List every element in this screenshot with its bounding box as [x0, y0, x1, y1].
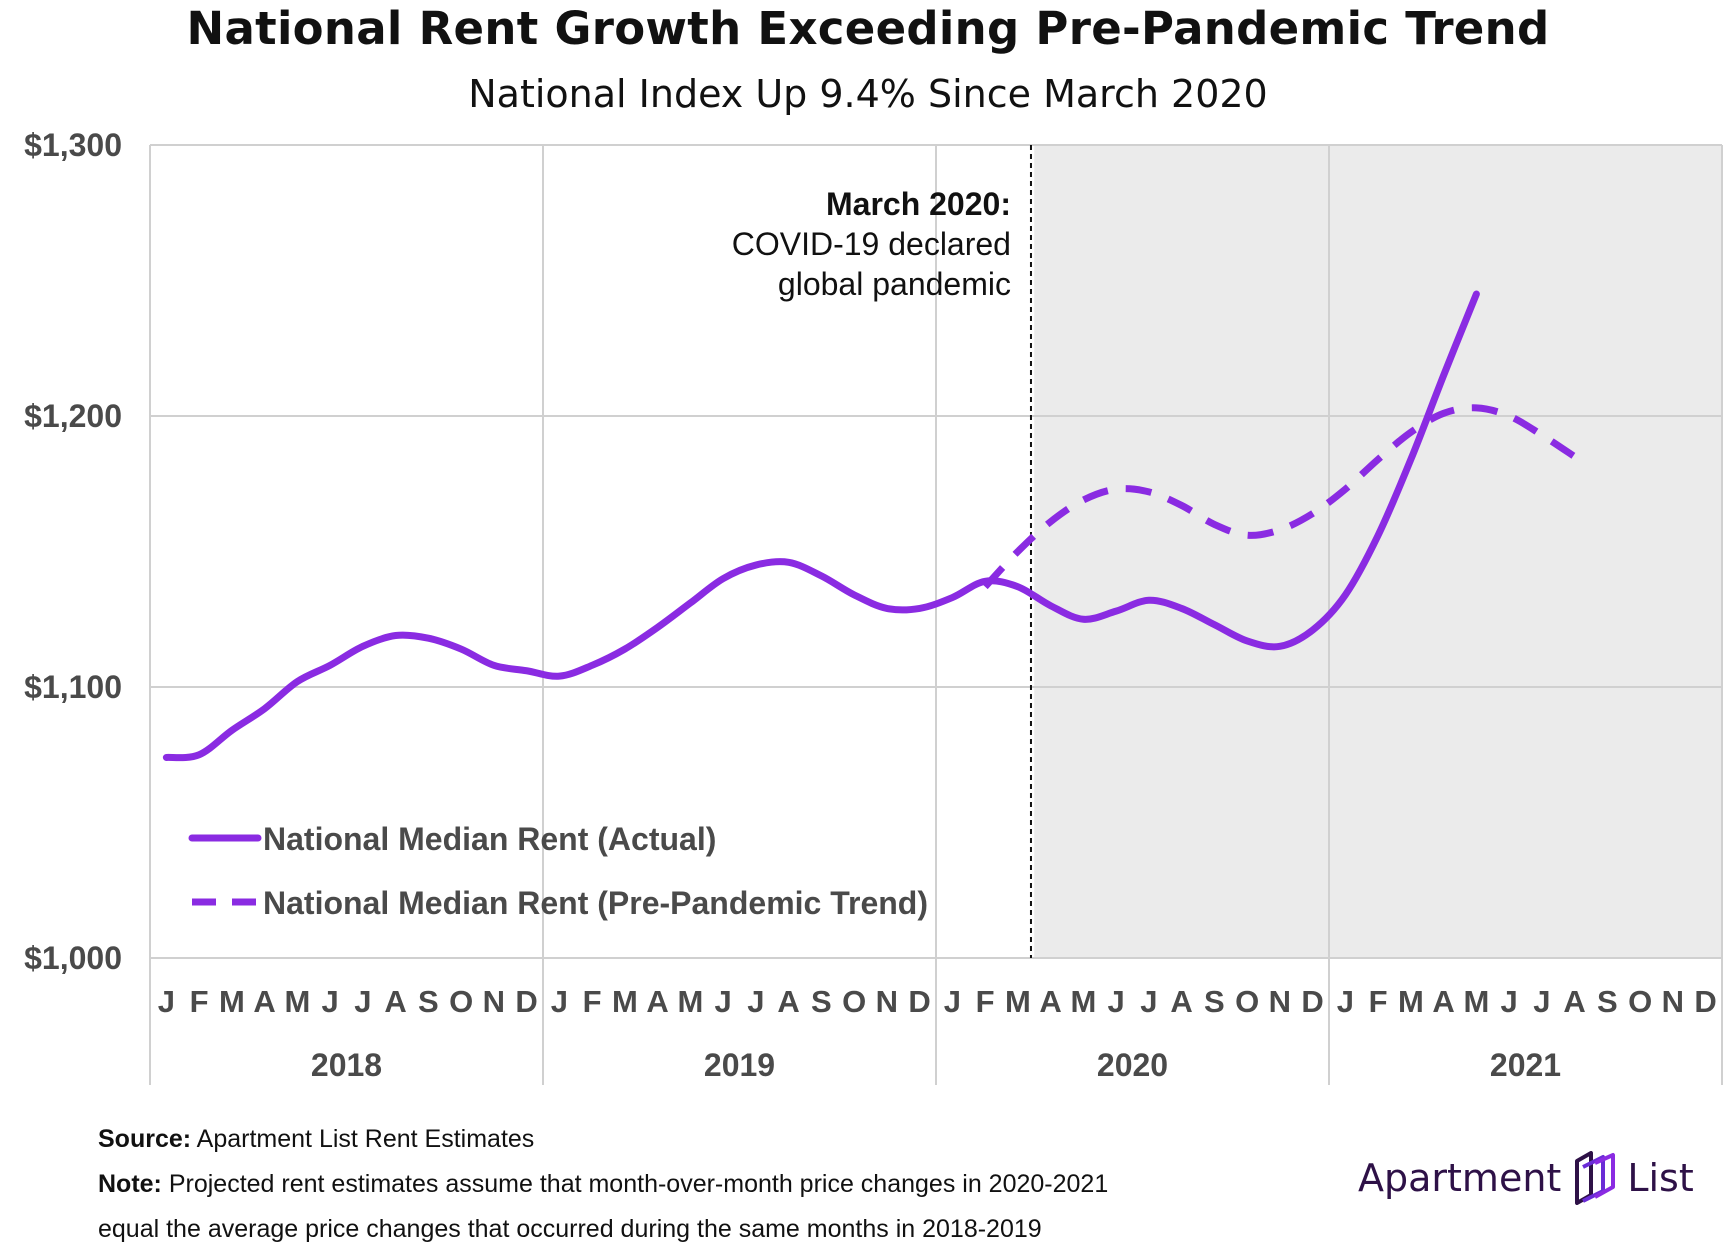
x-month-label: D — [1694, 984, 1716, 1019]
x-month-label: J — [158, 984, 175, 1019]
x-month-label: M — [284, 984, 310, 1019]
chart-title: National Rent Growth Exceeding Pre-Pande… — [186, 2, 1550, 55]
source-text: Apartment List Rent Estimates — [196, 1125, 535, 1153]
x-month-label: D — [515, 984, 537, 1019]
series-line-trend — [982, 404, 1577, 590]
x-month-label: M — [1463, 984, 1489, 1019]
source-label: Source: — [98, 1125, 192, 1153]
x-month-label: A — [1432, 984, 1454, 1019]
x-month-label: M — [219, 984, 245, 1019]
x-month-label: F — [1369, 984, 1388, 1019]
source-line: Source: Apartment List Rent Estimates — [98, 1125, 534, 1154]
x-month-label: J — [322, 984, 339, 1019]
annotation-line-2: global pandemic — [778, 266, 1011, 302]
x-month-label: O — [449, 984, 473, 1019]
x-month-label: D — [1301, 984, 1323, 1019]
x-month-label: J — [747, 984, 764, 1019]
x-month-label: N — [1269, 984, 1291, 1019]
x-year-label: 2020 — [1097, 1047, 1168, 1083]
x-month-label: J — [715, 984, 732, 1019]
x-month-label: J — [1501, 984, 1518, 1019]
y-tick-label: $1,200 — [24, 398, 122, 434]
note-line-2: equal the average price changes that occ… — [98, 1215, 1042, 1243]
x-month-label: A — [384, 984, 406, 1019]
x-month-label: S — [418, 984, 439, 1019]
annotation-line-1: COVID-19 declared — [732, 226, 1011, 262]
x-month-label: J — [354, 984, 371, 1019]
x-month-label: D — [908, 984, 930, 1019]
legend-label-trend: National Median Rent (Pre-Pandemic Trend… — [263, 885, 928, 921]
apartment-list-logo-icon — [1575, 1151, 1616, 1205]
x-month-label: J — [551, 984, 568, 1019]
x-month-label: J — [944, 984, 961, 1019]
x-month-label: A — [1563, 984, 1585, 1019]
x-month-label: A — [1170, 984, 1192, 1019]
x-month-label: F — [583, 984, 602, 1019]
logo-text-list: List — [1627, 1156, 1694, 1200]
x-month-label: O — [842, 984, 866, 1019]
x-month-label: S — [811, 984, 832, 1019]
x-year-label: 2021 — [1490, 1047, 1561, 1083]
note-label: Note: — [98, 1170, 162, 1198]
chart-subtitle: National Index Up 9.4% Since March 2020 — [468, 72, 1268, 116]
x-month-label: A — [646, 984, 668, 1019]
x-month-label: O — [1235, 984, 1259, 1019]
series-line-actual — [162, 290, 1480, 762]
x-month-label: N — [1662, 984, 1684, 1019]
legend-label-actual: National Median Rent (Actual) — [263, 821, 716, 857]
apartment-list-logo: Apartment List — [1358, 1150, 1694, 1206]
annotation-title: March 2020: — [826, 186, 1011, 222]
x-year-label: 2018 — [311, 1047, 382, 1083]
x-month-label: S — [1597, 984, 1618, 1019]
x-month-label: F — [190, 984, 209, 1019]
x-month-label: M — [612, 984, 638, 1019]
x-month-label: A — [777, 984, 799, 1019]
x-month-label: M — [1005, 984, 1031, 1019]
pandemic-shaded-region — [1034, 145, 1722, 958]
logo-text-apartment: Apartment — [1358, 1156, 1562, 1200]
x-month-label: J — [1140, 984, 1157, 1019]
x-month-label: N — [483, 984, 505, 1019]
y-tick-label: $1,000 — [24, 940, 122, 976]
x-month-label: A — [253, 984, 275, 1019]
x-year-label: 2019 — [704, 1047, 775, 1083]
x-month-label: J — [1108, 984, 1125, 1019]
x-month-label: S — [1204, 984, 1225, 1019]
note-text: Projected rent estimates assume that mon… — [168, 1170, 1109, 1198]
x-month-label: F — [976, 984, 995, 1019]
x-month-label: M — [677, 984, 703, 1019]
x-month-label: A — [1039, 984, 1061, 1019]
y-tick-label: $1,300 — [24, 127, 122, 163]
x-month-label: J — [1337, 984, 1354, 1019]
x-month-label: O — [1628, 984, 1652, 1019]
x-month-label: N — [876, 984, 898, 1019]
x-month-label: J — [1533, 984, 1550, 1019]
note-line: Note: Projected rent estimates assume th… — [98, 1170, 1108, 1199]
x-month-label: M — [1070, 984, 1096, 1019]
x-month-label: M — [1398, 984, 1424, 1019]
y-tick-label: $1,100 — [24, 669, 122, 705]
